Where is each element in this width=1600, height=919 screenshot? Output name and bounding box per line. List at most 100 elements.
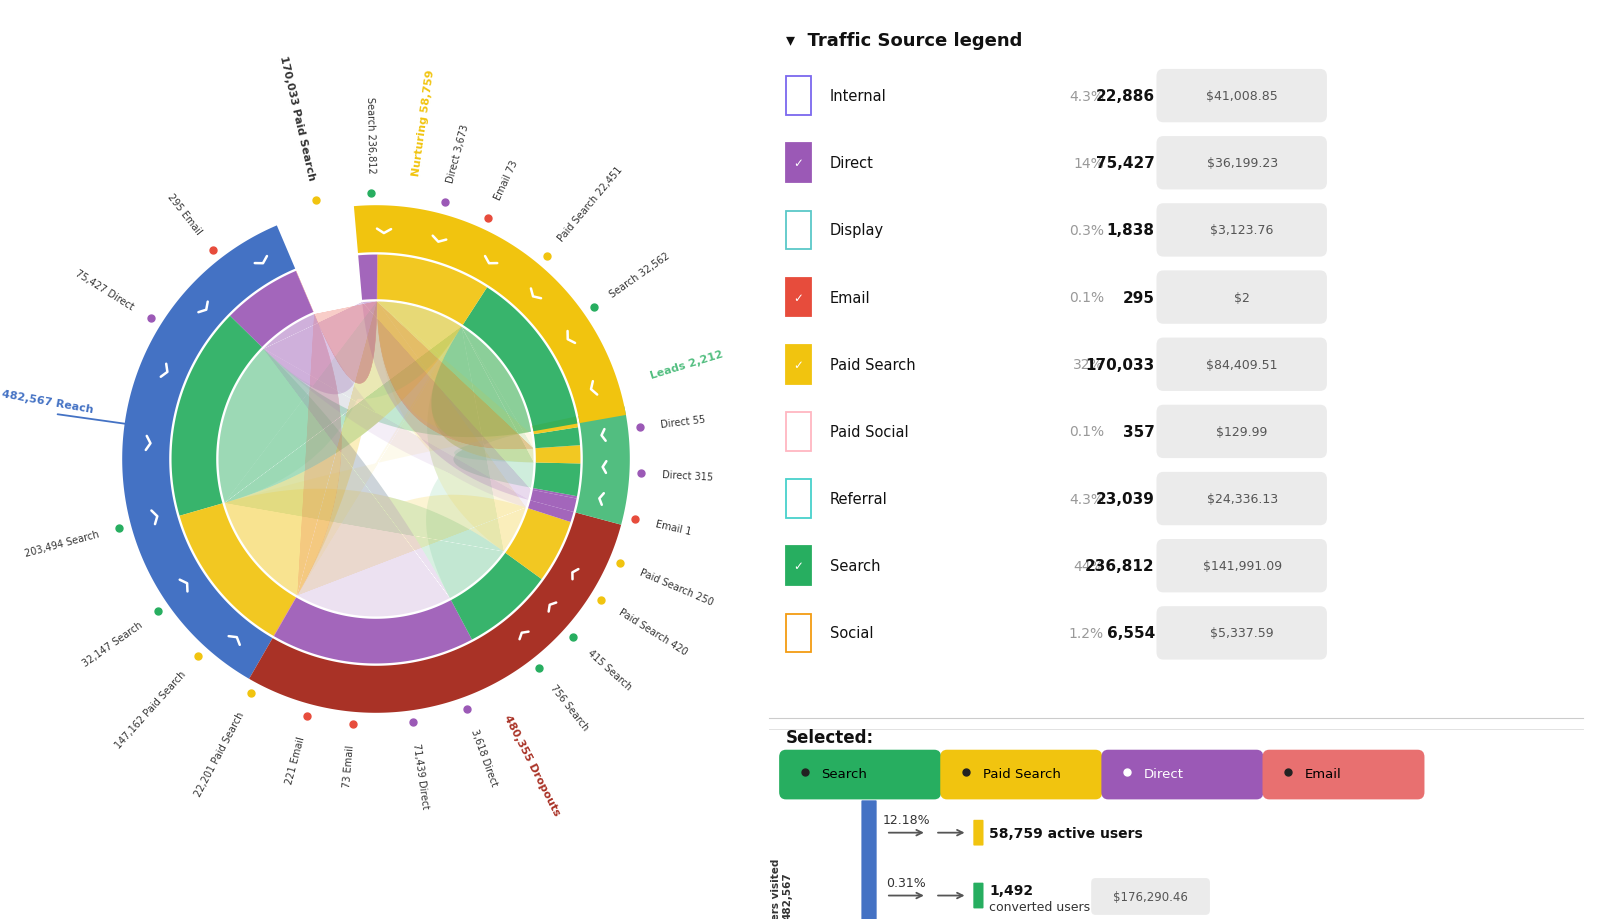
Polygon shape xyxy=(362,302,531,500)
Text: 22,201 Paid Search: 22,201 Paid Search xyxy=(192,710,246,798)
Text: $84,409.51: $84,409.51 xyxy=(1206,358,1278,371)
Polygon shape xyxy=(296,271,314,312)
Text: ✓: ✓ xyxy=(794,291,803,304)
Polygon shape xyxy=(378,302,533,463)
Text: Search: Search xyxy=(821,767,867,780)
FancyBboxPatch shape xyxy=(786,144,811,183)
FancyBboxPatch shape xyxy=(786,413,811,451)
Text: 73 Email: 73 Email xyxy=(342,744,355,788)
FancyBboxPatch shape xyxy=(1157,405,1326,459)
Polygon shape xyxy=(298,314,341,596)
Text: 4.3%: 4.3% xyxy=(1069,492,1104,506)
Text: $129.99: $129.99 xyxy=(1216,425,1267,438)
Text: 14%: 14% xyxy=(1074,156,1104,171)
FancyBboxPatch shape xyxy=(1157,204,1326,257)
Text: Direct: Direct xyxy=(1144,767,1184,780)
FancyBboxPatch shape xyxy=(861,800,877,919)
Text: 71,439 Direct: 71,439 Direct xyxy=(411,743,430,810)
Polygon shape xyxy=(264,302,378,395)
Text: Direct 55: Direct 55 xyxy=(659,414,706,429)
Text: Paid Search 22,451: Paid Search 22,451 xyxy=(557,165,624,244)
Text: Search: Search xyxy=(830,559,880,573)
Text: Email 73: Email 73 xyxy=(493,159,520,202)
Polygon shape xyxy=(314,302,378,384)
Text: Leads 2,212: Leads 2,212 xyxy=(648,349,723,380)
Text: 6,554: 6,554 xyxy=(1107,626,1155,641)
Polygon shape xyxy=(274,597,296,637)
Text: Paid Search: Paid Search xyxy=(830,357,915,372)
Text: Email 1: Email 1 xyxy=(654,519,691,537)
FancyBboxPatch shape xyxy=(1101,750,1264,800)
Polygon shape xyxy=(179,504,296,636)
Text: 147,162 Paid Search: 147,162 Paid Search xyxy=(114,669,187,750)
FancyBboxPatch shape xyxy=(973,820,984,845)
Text: Internal: Internal xyxy=(830,89,886,104)
Text: $5,337.59: $5,337.59 xyxy=(1210,627,1274,640)
Polygon shape xyxy=(462,288,578,432)
Polygon shape xyxy=(219,349,504,598)
Text: Email: Email xyxy=(830,290,870,305)
Text: 0.3%: 0.3% xyxy=(1069,223,1104,238)
FancyBboxPatch shape xyxy=(1157,70,1326,123)
Polygon shape xyxy=(534,427,579,448)
Text: 32%: 32% xyxy=(1074,357,1104,372)
Text: 756 Search: 756 Search xyxy=(549,682,590,732)
Polygon shape xyxy=(451,553,541,640)
Text: $41,008.85: $41,008.85 xyxy=(1206,90,1278,103)
Text: 1.2%: 1.2% xyxy=(1069,626,1104,641)
Text: Paid Search 420: Paid Search 420 xyxy=(616,607,688,657)
Text: 357: 357 xyxy=(1123,425,1155,439)
Polygon shape xyxy=(536,446,581,464)
Polygon shape xyxy=(224,489,526,596)
Text: Display: Display xyxy=(830,223,885,238)
Text: 0.1%: 0.1% xyxy=(1069,425,1104,439)
Polygon shape xyxy=(378,255,486,325)
Text: Search 236,812: Search 236,812 xyxy=(365,96,376,174)
Text: 295: 295 xyxy=(1123,290,1155,305)
FancyBboxPatch shape xyxy=(1157,539,1326,593)
Text: Selected:: Selected: xyxy=(786,728,874,746)
Polygon shape xyxy=(358,255,378,301)
Polygon shape xyxy=(219,302,461,504)
Text: 1,492: 1,492 xyxy=(989,883,1034,897)
FancyBboxPatch shape xyxy=(786,547,811,585)
FancyBboxPatch shape xyxy=(779,750,941,800)
Text: 221 Email: 221 Email xyxy=(285,735,307,785)
Polygon shape xyxy=(533,463,581,496)
Text: $36,199.23: $36,199.23 xyxy=(1206,157,1278,170)
Text: ▾  Traffic Source legend: ▾ Traffic Source legend xyxy=(786,32,1022,51)
Text: 75,427: 75,427 xyxy=(1096,156,1155,171)
Text: $2: $2 xyxy=(1234,291,1250,304)
FancyBboxPatch shape xyxy=(1091,879,1210,914)
Polygon shape xyxy=(171,316,262,516)
Text: Social: Social xyxy=(830,626,874,641)
FancyBboxPatch shape xyxy=(786,77,811,116)
FancyBboxPatch shape xyxy=(973,882,984,908)
Polygon shape xyxy=(426,327,531,598)
Polygon shape xyxy=(264,315,528,508)
Text: 12.18%: 12.18% xyxy=(883,813,930,826)
Text: 3,618 Direct: 3,618 Direct xyxy=(469,727,499,787)
Text: ✓: ✓ xyxy=(794,157,803,170)
FancyBboxPatch shape xyxy=(786,614,811,652)
Polygon shape xyxy=(576,407,630,525)
Polygon shape xyxy=(533,489,578,499)
Text: Direct: Direct xyxy=(830,156,874,171)
Text: 415 Search: 415 Search xyxy=(586,647,634,692)
Polygon shape xyxy=(274,598,472,664)
Text: 44%: 44% xyxy=(1074,559,1104,573)
FancyBboxPatch shape xyxy=(786,278,811,317)
Polygon shape xyxy=(528,501,573,522)
Text: 0.1%: 0.1% xyxy=(1069,290,1104,305)
Polygon shape xyxy=(506,508,571,579)
Text: Users visited
482,567: Users visited 482,567 xyxy=(771,857,792,919)
FancyBboxPatch shape xyxy=(1262,750,1424,800)
Polygon shape xyxy=(378,302,533,449)
Polygon shape xyxy=(224,302,461,596)
FancyBboxPatch shape xyxy=(786,480,811,518)
Polygon shape xyxy=(230,272,314,347)
FancyBboxPatch shape xyxy=(1157,137,1326,190)
Text: 22,886: 22,886 xyxy=(1096,89,1155,104)
Polygon shape xyxy=(250,513,621,713)
Text: 32,147 Search: 32,147 Search xyxy=(80,619,144,668)
